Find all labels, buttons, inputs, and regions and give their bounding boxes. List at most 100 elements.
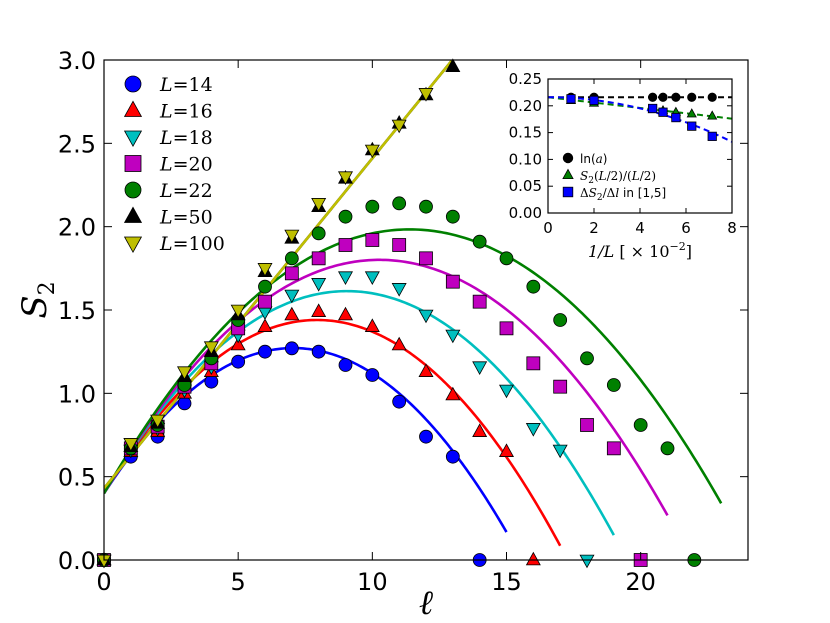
y-tick-label: 0.0: [58, 547, 96, 575]
legend-value: =22: [173, 180, 213, 202]
legend-value: =50: [173, 207, 213, 229]
inset-legend-marker: [562, 168, 574, 180]
data-point: [499, 251, 514, 266]
inset-data-point: [658, 92, 668, 102]
series-L-16: [96, 303, 541, 566]
data-point: [284, 289, 300, 304]
data-point: [445, 58, 461, 72]
data-point: [418, 309, 434, 324]
legend-marker: [123, 100, 143, 117]
legend-value: =14: [173, 74, 213, 96]
data-point: [392, 238, 407, 252]
inset-x-label-exp: −2: [670, 240, 686, 253]
legend-value: =20: [173, 154, 213, 176]
data-point: [311, 226, 326, 241]
data-point: [606, 441, 621, 456]
data-point: [258, 344, 272, 359]
legend-label: L=50: [159, 207, 213, 229]
data-point: [445, 274, 460, 289]
main-ticks: 0 5 10 15 200.00.51.01.52.02.53.0: [58, 47, 748, 596]
legend-part: 2: [597, 193, 603, 203]
data-point: [472, 423, 488, 437]
inset-series-0: [566, 92, 717, 102]
data-point: [391, 283, 407, 297]
data-point: [284, 306, 300, 321]
data-point: [338, 209, 353, 224]
fit-line-L-20: [104, 258, 669, 517]
legend-part: /2)/(: [607, 169, 632, 183]
legend-part: ): [603, 152, 608, 166]
data-point: [526, 279, 541, 294]
fit-line-L-22: [104, 228, 723, 504]
data-point: [364, 271, 380, 285]
main-plot: 0 5 10 15 200.00.51.01.52.02.53.0ℓS2L=14L=16…: [15, 47, 749, 623]
data-point: [526, 356, 541, 371]
data-point: [445, 209, 460, 224]
x-tick-label: 0: [96, 568, 111, 596]
data-point: [391, 336, 407, 351]
series-L-50: [96, 58, 461, 566]
data-point: [203, 341, 219, 355]
legend-part: 2: [588, 176, 594, 186]
data-point: [392, 394, 407, 409]
data-point: [284, 229, 300, 244]
x-tick-label: 5: [231, 568, 246, 596]
data-point: [123, 438, 139, 452]
legend-marker: [124, 181, 142, 199]
x-axis-label: ℓ: [419, 583, 433, 623]
data-point: [472, 361, 488, 375]
inset-x-axis-label: 1/L [ × 10−2]: [588, 240, 692, 261]
y-tick-label: 3.0: [58, 47, 96, 75]
inset-x-label-close: ]: [686, 242, 692, 261]
data-point: [445, 329, 461, 344]
data-point: [365, 233, 380, 247]
legend-part: in [1,5]: [619, 186, 666, 200]
legend-marker: [123, 236, 143, 254]
legend-part: (: [594, 169, 599, 183]
inset-x-tick-label: 0: [543, 219, 553, 237]
inset-y-tick-label: 0.05: [509, 177, 542, 195]
data-point: [338, 238, 353, 252]
inset-x-tick-label: 2: [589, 219, 599, 237]
legend-L: L: [159, 101, 173, 123]
legend-marker: [124, 75, 142, 93]
data-point: [364, 318, 380, 332]
data-point: [258, 294, 272, 309]
legend-value: =100: [173, 233, 225, 255]
x-tick-label: 10: [357, 568, 388, 596]
legend-label: L=14: [159, 74, 213, 96]
inset-data-point: [589, 95, 599, 106]
legend-label: L=18: [159, 127, 213, 149]
legend-L: L: [159, 180, 173, 202]
legend-part: L: [598, 169, 607, 183]
legend-part: ln(: [580, 152, 596, 166]
x-tick-label: 20: [625, 568, 656, 596]
x-tick-label: 15: [491, 568, 522, 596]
legend-label: L=20: [159, 154, 213, 176]
y-tick-label: 2.0: [58, 214, 96, 242]
legend-marker: [124, 155, 142, 172]
inset-legend-label: ln(a): [580, 152, 607, 166]
inset-data-point: [648, 103, 658, 114]
y-axis-label: S2: [15, 281, 60, 318]
data-point: [284, 341, 299, 356]
legend-marker: [123, 130, 143, 148]
legend-L: L: [159, 74, 173, 96]
data-point: [498, 443, 515, 457]
data-point: [150, 414, 166, 429]
y-tick-label: 1.5: [58, 297, 96, 325]
inset-legend: ln(a)S2(L/2)/(L/2)ΔS2/Δl in [1,5]: [562, 152, 666, 203]
legend-part: l: [615, 186, 619, 200]
inset-data-point: [687, 121, 697, 131]
data-point: [258, 279, 272, 294]
inset-plot: 0 2 4 6 8 0.00 0.05 0.10 0.15 0.20 0.25 1/L [ × 10−…: [509, 70, 737, 261]
inset-data-point: [707, 110, 718, 120]
series-L-100: [96, 88, 434, 569]
data-point: [311, 198, 327, 212]
inset-data-point: [566, 94, 576, 104]
inset-legend-label: ΔS2/Δl in [1,5]: [580, 186, 666, 203]
data-point: [472, 294, 487, 309]
inset-legend-marker: [562, 186, 574, 198]
data-point: [552, 444, 568, 459]
legend-label: L=22: [159, 180, 213, 202]
